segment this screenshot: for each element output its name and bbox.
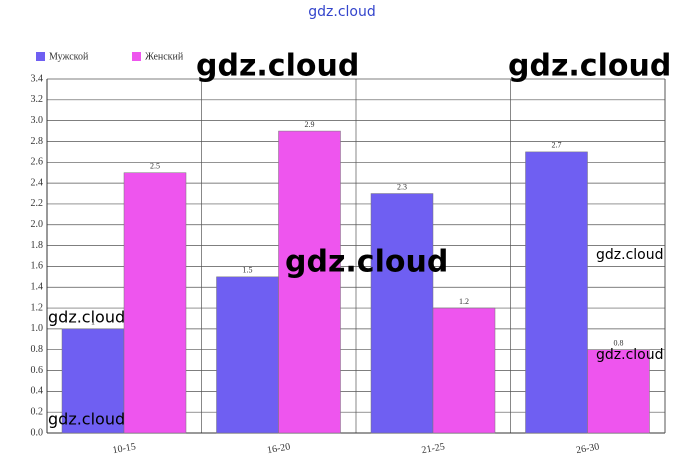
y-tick-label: 2.8 [31, 136, 44, 147]
bar [123, 172, 187, 434]
y-tick-label: 1.8 [31, 240, 44, 251]
value-label: 1.2 [459, 297, 469, 306]
y-tick-label: 1.4 [31, 282, 44, 293]
y-tick-label: 2.4 [31, 177, 44, 188]
x-tick-label: 26-30 [575, 441, 600, 456]
y-tick-label: 0.8 [31, 344, 44, 355]
y-tick-label: 2.6 [31, 157, 44, 168]
value-label: 0.8 [614, 339, 624, 348]
value-label: 1.5 [243, 266, 253, 275]
watermark: gdz.cloud [196, 49, 359, 84]
bar [216, 276, 279, 434]
bar [432, 307, 496, 434]
bar [525, 151, 588, 434]
legend-label: Женский [145, 51, 184, 62]
legend-swatch [36, 52, 45, 61]
x-tick-label: 16-20 [266, 441, 291, 456]
legend-label: Мужской [49, 51, 89, 62]
y-tick-label: 0.0 [31, 427, 44, 438]
y-tick-label: 3.4 [31, 73, 44, 84]
value-label: 1 [91, 318, 95, 327]
y-tick-label: 1.0 [31, 323, 44, 334]
bar [278, 130, 341, 434]
watermark: gdz.cloud [48, 308, 125, 327]
watermark: gdz.cloud [48, 410, 125, 429]
y-tick-label: 0.6 [31, 365, 44, 376]
legend-swatch [132, 52, 141, 61]
value-label: 2.3 [397, 182, 407, 191]
y-tick-label: 2.0 [31, 219, 44, 230]
y-tick-label: 3.2 [31, 94, 44, 105]
value-label: 2.7 [552, 141, 562, 150]
y-tick-label: 2.2 [31, 198, 44, 209]
bar [587, 349, 650, 434]
y-tick-label: 0.4 [31, 386, 44, 397]
watermark: gdz.cloud [508, 49, 671, 84]
y-tick-label: 3.0 [31, 115, 44, 126]
value-label: 2.5 [150, 162, 160, 171]
x-tick-label: 10-15 [112, 441, 137, 456]
bar [370, 193, 434, 434]
watermark: gdz.cloud [285, 245, 448, 280]
watermark: gdz.cloud [596, 247, 663, 263]
y-tick-label: 1.2 [31, 302, 44, 313]
y-tick-label: 0.2 [31, 406, 44, 417]
y-tick-label: 1.6 [31, 261, 44, 272]
value-label: 2.9 [305, 120, 315, 129]
bar [61, 328, 125, 434]
watermark: gdz.cloud [596, 347, 663, 363]
x-tick-label: 21-25 [421, 441, 446, 456]
chart-title: gdz.cloud [308, 4, 375, 20]
